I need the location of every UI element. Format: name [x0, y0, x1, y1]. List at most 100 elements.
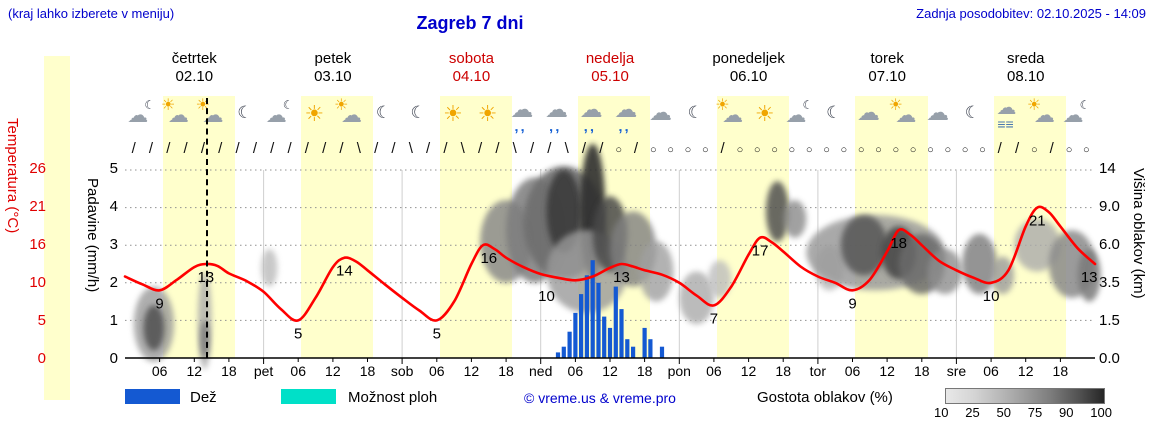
wind-barb-icon: / — [287, 140, 292, 157]
day-header-nedelja: nedelja 05.10 — [585, 50, 635, 85]
svg-text:14: 14 — [336, 263, 353, 280]
sun-icon: ☀ — [304, 101, 325, 126]
axis-tick: 9.0 — [1099, 198, 1120, 215]
wind-row: / / / / / / / / / / / / / \ / / \ / / \ / / \ / / \ / / ○ / ○ ○ ○ ○ / ○ ○ ○ ○ ○… — [125, 138, 1095, 164]
shower-legend-swatch — [281, 389, 336, 404]
calm-wind-icon: ○ — [875, 144, 882, 156]
density-tick: 50 — [996, 405, 1011, 420]
sun-cloud-icon: ☀ ☁ — [195, 97, 224, 127]
x-tick-18: 18 — [913, 363, 930, 379]
rain-legend-swatch — [125, 389, 180, 404]
wind-barb-icon: / — [443, 140, 448, 157]
wind-barb-icon: / — [235, 140, 240, 157]
wind-barb-icon: / — [218, 140, 223, 157]
wind-barb-icon: / — [183, 140, 188, 157]
svg-text:5: 5 — [294, 325, 302, 342]
wind-barb-icon: / — [495, 140, 500, 157]
fog-cloud-icon: ☁ ≡≡ — [996, 97, 1017, 132]
axis-tick: 5 — [37, 312, 46, 329]
wind-barb-icon: / — [1049, 140, 1054, 157]
day-header-torek: torek 07.10 — [868, 50, 906, 85]
rain-cloud-icon: ☁ ‚‚ — [545, 96, 569, 135]
calm-wind-icon: ○ — [805, 144, 813, 156]
wind-barb-icon: \ — [564, 140, 569, 157]
x-tick-sre: sre — [946, 363, 967, 379]
calm-wind-icon: ○ — [892, 144, 900, 156]
wind-barb-icon: / — [339, 140, 344, 157]
wind-barb-icon: / — [252, 140, 257, 157]
x-tick-12: 12 — [186, 363, 203, 379]
wind-barb-icon: / — [322, 140, 327, 157]
sun-icon: ☀ — [477, 101, 498, 126]
axis-tick: 6.0 — [1099, 236, 1120, 253]
axis-tick: 1 — [109, 312, 118, 329]
calm-wind-icon: ○ — [1083, 144, 1090, 156]
moon-icon: ☾ — [964, 103, 980, 122]
sun-cloud-icon: ☀ ☁ — [715, 97, 744, 127]
moon-icon: ☾ — [826, 103, 842, 122]
axis-tick: 0 — [109, 350, 118, 367]
calm-wind-icon: ○ — [667, 144, 674, 156]
calm-wind-icon: ○ — [788, 144, 796, 156]
wind-barb-icon: / — [131, 140, 136, 157]
wind-barb-icon: / — [374, 140, 379, 157]
day-header-sreda: sreda 08.10 — [1006, 50, 1045, 85]
page-title: Zagreb 7 dni — [416, 13, 524, 33]
axis-tick: 1.5 — [1099, 312, 1120, 329]
rain-legend-label: Dež — [190, 389, 217, 406]
sun-cloud-icon: ☀ ☁ — [160, 97, 189, 127]
cloud-icon: ☁ — [856, 99, 880, 125]
temperature-axis-ticks: 26 21 16 10 5 0 — [20, 161, 46, 367]
x-tick-06: 06 — [844, 363, 861, 379]
calm-wind-icon: ○ — [701, 144, 709, 156]
density-tick: 100 — [1090, 405, 1112, 420]
x-tick-sob: sob — [390, 363, 414, 379]
moon-icon: ☾ — [237, 103, 253, 122]
svg-text:10: 10 — [983, 288, 1000, 305]
day-header-sobota: sobota 04.10 — [448, 50, 494, 85]
wind-barb-icon: / — [304, 140, 309, 157]
wind-barb-icon: / — [529, 140, 535, 157]
rain-cloud-icon: ☁ ‚‚ — [510, 96, 534, 135]
svg-text:18: 18 — [890, 235, 907, 252]
wind-barb-icon: / — [599, 140, 604, 157]
axis-tick: 26 — [29, 160, 46, 177]
cloud-icon: ☁ — [648, 99, 672, 125]
left-day-strip — [44, 56, 70, 400]
x-tick-06: 06 — [983, 363, 999, 379]
rain-cloud-icon: ☁ ‚‚ — [579, 96, 603, 135]
svg-text:7: 7 — [710, 310, 718, 327]
axis-tick: 4 — [109, 198, 118, 215]
menu-hint: (kraj lahko izberete v meniju) — [8, 6, 175, 21]
copyright-link[interactable]: © vreme.us & vreme.pro — [524, 390, 676, 406]
temperature-axis-label: Temperatura (°C) — [4, 118, 21, 234]
axis-tick: 14 — [1099, 160, 1116, 177]
current-time-line — [205, 98, 208, 358]
svg-text:13: 13 — [613, 269, 630, 286]
wind-barb-icon: / — [1014, 140, 1020, 157]
precip-axis-ticks: 5 4 3 2 1 0 — [102, 161, 118, 367]
x-tick-12: 12 — [740, 363, 757, 379]
wind-barb-icon: / — [997, 140, 1002, 157]
moon-icon: ☾ — [410, 103, 426, 122]
cloud-density-gradient — [945, 388, 1105, 404]
wind-barb-icon: \ — [356, 140, 361, 157]
wind-barb-icon: / — [477, 140, 483, 157]
wind-barb-icon: / — [166, 140, 171, 157]
day-header-petek: petek 03.10 — [314, 50, 352, 85]
x-tick-06: 06 — [428, 363, 445, 379]
wind-barb-icon: \ — [460, 140, 465, 157]
calm-wind-icon: ○ — [771, 144, 778, 156]
last-update-text: Zadnja posodobitev: 02.10.2025 - 14:09 — [916, 6, 1146, 21]
sun-cloud-icon: ☀ ☁ — [888, 97, 917, 127]
calm-wind-icon: ○ — [857, 144, 865, 156]
cloud-moon-icon: ☾ ☁ — [1062, 98, 1091, 127]
cloud-height-axis-ticks: 14 9.0 6.0 3.5 1.5 0.0 — [1099, 161, 1129, 367]
day-header-ponedeljek: ponedeljek 06.10 — [712, 50, 785, 85]
density-tick: 75 — [1027, 405, 1043, 420]
axis-tick: 2 — [109, 274, 118, 291]
wind-barb-icon: / — [148, 140, 154, 157]
moon-icon: ☾ — [375, 103, 392, 122]
wind-barb-icon: / — [581, 140, 587, 157]
